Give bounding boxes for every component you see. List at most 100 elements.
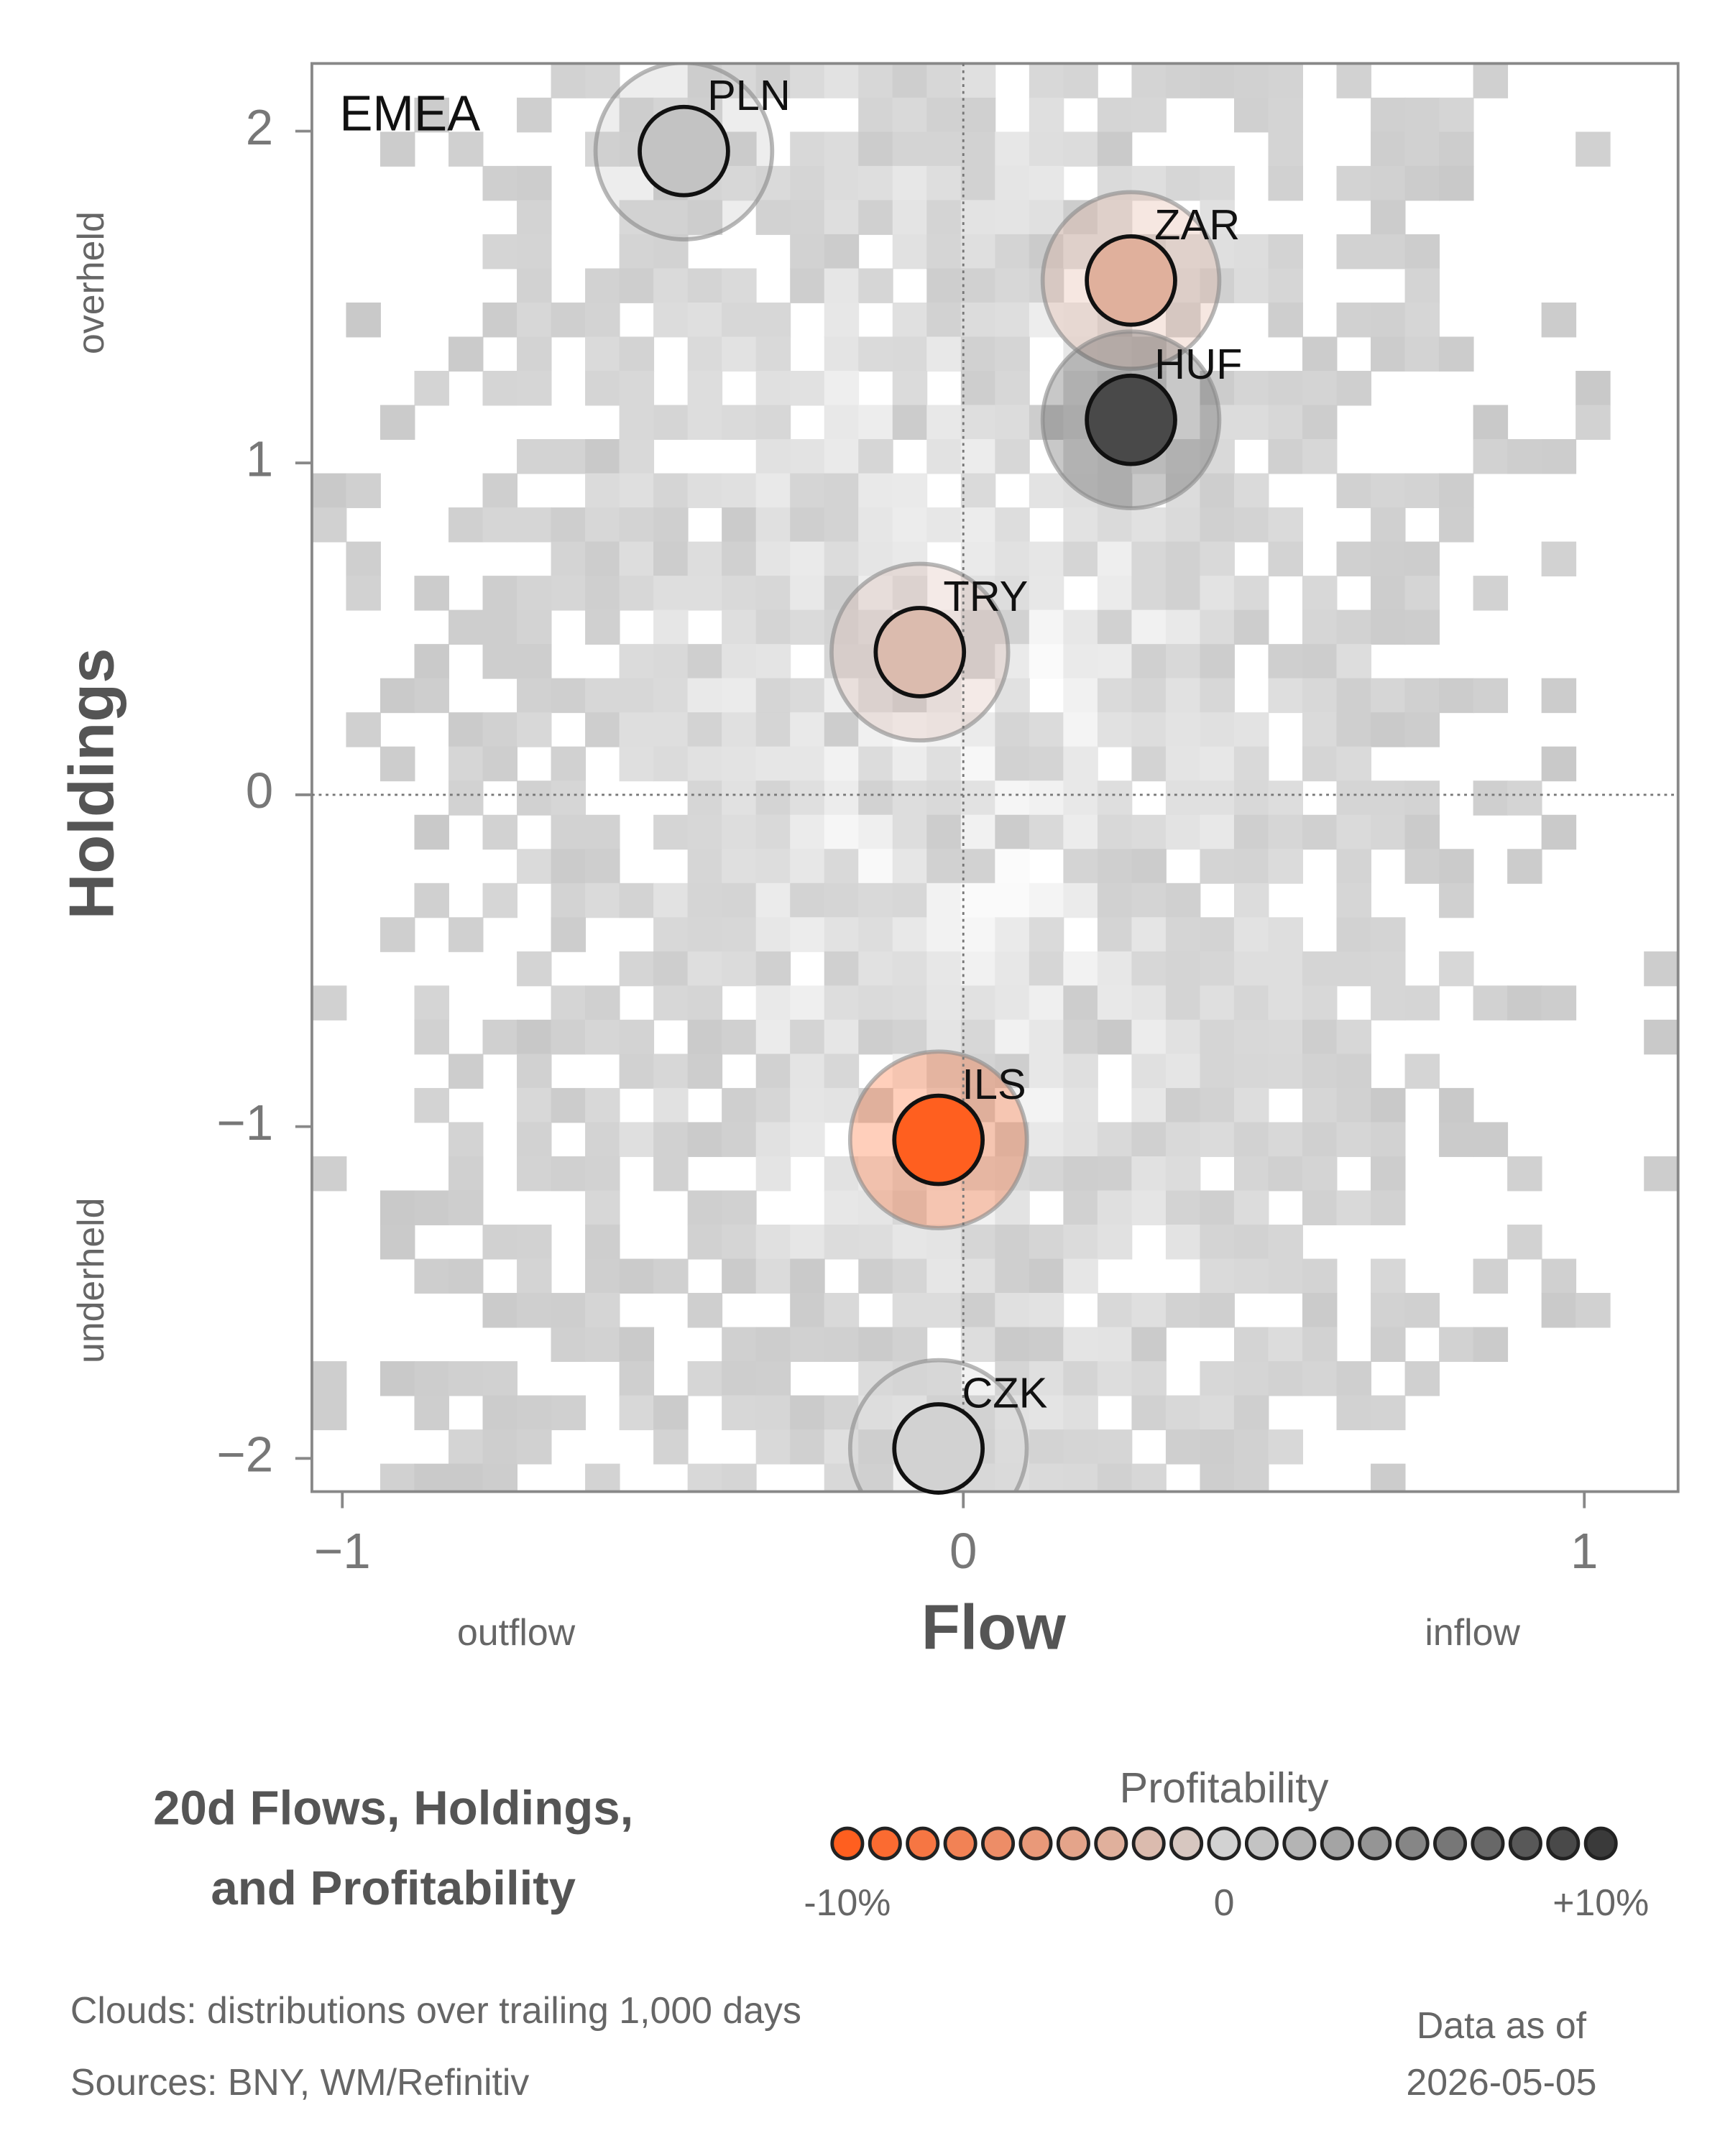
cloud-cell — [1576, 371, 1611, 406]
cloud-cell — [960, 97, 996, 133]
cloud-cell — [1302, 1087, 1338, 1123]
cloud-cell — [824, 712, 860, 747]
cloud-cell — [926, 1190, 962, 1225]
cloud-cell — [687, 1122, 723, 1157]
cloud-cell — [1063, 1054, 1098, 1089]
cloud-cell — [892, 849, 928, 884]
cloud-cell — [722, 780, 757, 816]
cloud-cell — [858, 746, 893, 782]
cloud-cell — [824, 746, 860, 782]
cloud-cell — [1097, 712, 1133, 747]
cloud-cell — [892, 200, 928, 235]
cloud-cell — [585, 336, 620, 372]
cloud-cell — [1097, 609, 1133, 645]
cloud-cell — [1507, 780, 1542, 816]
cloud-cell — [1029, 644, 1064, 679]
cloud-cell — [585, 1225, 620, 1260]
cloud-cell — [755, 1429, 791, 1465]
cloud-cell — [892, 1293, 928, 1328]
cloud-cell — [960, 1258, 996, 1294]
cloud-cell — [960, 780, 996, 816]
cloud-cell — [1029, 814, 1064, 850]
cloud-cell — [1063, 814, 1098, 850]
cloud-cell — [1233, 1054, 1269, 1089]
cloud-cell — [1063, 1258, 1098, 1294]
cloud-cell — [755, 1122, 791, 1157]
cloud-cell — [585, 814, 620, 850]
cloud-cell — [722, 268, 757, 303]
cloud-cell — [551, 917, 586, 952]
cloud-cell — [1063, 1156, 1098, 1192]
cloud-cell — [1268, 165, 1303, 201]
cloud-cell — [653, 678, 689, 714]
cloud-cell — [619, 336, 655, 372]
cloud-cell — [517, 1395, 552, 1431]
cloud-cell — [960, 1225, 996, 1260]
cloud-cell — [1131, 644, 1167, 679]
cloud-cell — [1371, 678, 1406, 714]
cloud-cell — [1131, 1156, 1167, 1192]
cloud-cell — [1233, 609, 1269, 645]
cloud-cell — [653, 473, 689, 509]
cloud-cell — [380, 1361, 415, 1396]
cloud-cell — [960, 165, 996, 201]
cloud-cell — [585, 1463, 620, 1492]
cloud-cell — [551, 1019, 586, 1055]
cloud-cell — [414, 1463, 449, 1492]
cloud-cell — [995, 371, 1030, 406]
cloud-cell — [1404, 849, 1440, 884]
cloud-cell — [790, 917, 825, 952]
cloud-cell — [790, 1293, 825, 1328]
cloud-cell — [1131, 985, 1167, 1021]
cloud-cell — [722, 336, 757, 372]
cloud-cell — [551, 541, 586, 577]
cloud-cell — [619, 678, 655, 714]
cloud-cell — [1371, 1190, 1406, 1225]
cloud-cell — [1165, 302, 1201, 338]
cloud-cell — [1302, 405, 1338, 440]
cloud-cell — [1063, 1087, 1098, 1123]
cloud-cell — [517, 678, 552, 714]
cloud-cell — [1165, 883, 1201, 918]
cloud-cell — [1097, 132, 1133, 167]
cloud-cell — [755, 883, 791, 918]
cloud-cell — [585, 1327, 620, 1363]
cloud-cell — [1439, 1087, 1474, 1123]
cloud-cell — [687, 849, 723, 884]
date-caption: 2026-05-05 — [1406, 2061, 1596, 2103]
cloud-cell — [960, 985, 996, 1021]
cloud-cell — [755, 849, 791, 884]
cloud-cell — [619, 746, 655, 782]
cloud-cell — [619, 507, 655, 543]
cloud-cell — [687, 405, 723, 440]
cloud-cell — [790, 371, 825, 406]
cloud-cell — [926, 1258, 962, 1294]
cloud-cell — [311, 473, 347, 509]
cloud-cell — [960, 473, 996, 509]
cloud-cell — [346, 576, 381, 611]
cloud-cell — [448, 1463, 484, 1492]
cloud-cell — [755, 644, 791, 679]
cloud-cell — [790, 1054, 825, 1089]
cloud-cell — [1029, 541, 1064, 577]
cloud-cell — [517, 507, 552, 543]
cloud-cell — [1233, 234, 1269, 270]
cloud-cell — [960, 132, 996, 167]
x-low-label: outflow — [457, 1611, 576, 1653]
cloud-cell — [687, 1225, 723, 1260]
cloud — [311, 63, 1678, 1492]
cloud-cell — [1097, 97, 1133, 133]
cloud-cell — [585, 302, 620, 338]
cloud-cell — [414, 1395, 449, 1431]
cloud-cell — [755, 985, 791, 1021]
cloud-cell — [995, 1190, 1030, 1225]
cloud-cell — [1165, 985, 1201, 1021]
cloud-cell — [960, 1327, 996, 1363]
cloud-cell — [790, 439, 825, 474]
cloud-cell — [687, 1361, 723, 1396]
cloud-cell — [1371, 917, 1406, 952]
colorbar-swatch — [1018, 1826, 1053, 1861]
cloud-cell — [995, 746, 1030, 782]
cloud-cell — [1029, 576, 1064, 611]
cloud-cell — [1165, 780, 1201, 816]
